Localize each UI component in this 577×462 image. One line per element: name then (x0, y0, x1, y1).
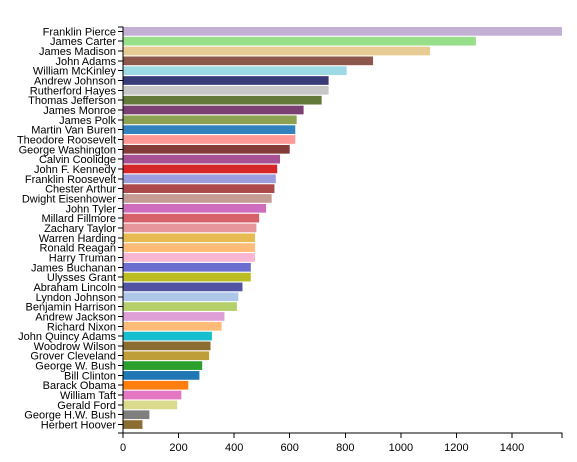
x-axis-line (122, 432, 563, 439)
category-label: James Madison (39, 46, 116, 58)
bar (123, 223, 257, 233)
x-axis: 0 200 400 600 800 1000 1200 1400 (120, 432, 563, 454)
bar (123, 390, 182, 400)
category-label: William Taft (60, 390, 116, 402)
bars-group (123, 27, 562, 429)
category-label: Grover Cleveland (30, 351, 116, 363)
x-tick-label: 1200 (444, 442, 468, 454)
bar (123, 144, 290, 154)
category-label: Franklin Pierce (43, 26, 116, 38)
category-label: Chester Arthur (45, 184, 116, 196)
bar (123, 164, 278, 174)
category-label: Lyndon Johnson (36, 292, 116, 304)
bar (123, 233, 255, 243)
category-label: Andrew Johnson (34, 76, 116, 88)
category-label: Barack Obama (43, 380, 117, 392)
category-label: John Quincy Adams (18, 331, 116, 343)
bar (123, 56, 374, 66)
x-tick-label: 600 (281, 442, 299, 454)
category-label: Bill Clinton (64, 370, 116, 382)
bar (123, 262, 251, 272)
bar (123, 95, 322, 105)
category-label: Abraham Lincoln (33, 282, 116, 294)
bar (123, 46, 431, 56)
bar (123, 351, 210, 361)
category-label: Richard Nixon (47, 321, 116, 333)
bar (123, 203, 267, 213)
x-tick-label: 0 (120, 442, 126, 454)
bar (123, 400, 178, 410)
bar (123, 213, 260, 223)
category-label: George Washington (19, 144, 116, 156)
category-label: John F. Kennedy (34, 164, 116, 176)
category-label: John Tyler (65, 203, 116, 215)
bar (123, 331, 212, 341)
category-label: Benjamin Harrison (26, 302, 116, 314)
category-label: Calvin Coolidge (39, 154, 116, 166)
category-label: Woodrow Wilson (34, 341, 116, 353)
category-label: James Polk (59, 115, 116, 127)
category-label: Andrew Jackson (35, 311, 116, 323)
category-label: James Buchanan (31, 262, 116, 274)
bar (123, 154, 280, 164)
x-tick-label: 200 (169, 442, 187, 454)
category-label: Franklin Roosevelt (25, 174, 116, 186)
category-label: Warren Harding (39, 233, 116, 245)
category-label: Dwight Eisenhower (22, 193, 116, 205)
category-label: Millard Fillmore (41, 213, 116, 225)
category-label: George W. Bush (35, 361, 116, 373)
bar (123, 321, 222, 331)
category-label: James Monroe (43, 105, 116, 117)
category-label: Martin Van Buren (31, 125, 116, 137)
bar (123, 371, 200, 380)
bar (123, 420, 143, 429)
bar (123, 282, 243, 292)
bar (123, 253, 255, 262)
bar (123, 135, 296, 144)
y-axis-line (118, 26, 124, 434)
bar (123, 105, 304, 115)
bar (123, 184, 275, 193)
bar (123, 194, 272, 203)
bar (123, 292, 239, 302)
bar (123, 272, 251, 282)
category-label: Harry Truman (49, 252, 116, 264)
category-label: George H.W. Bush (24, 410, 116, 422)
bar (123, 341, 211, 351)
category-label: Rutherford Hayes (30, 85, 117, 97)
bar (123, 361, 203, 370)
x-tick-label: 1400 (500, 442, 524, 454)
bar (123, 115, 297, 125)
bar (123, 174, 276, 184)
bar (123, 27, 562, 36)
bar (123, 85, 329, 95)
category-label: Ronald Reagan (40, 243, 116, 255)
bar (123, 312, 225, 321)
bar (123, 410, 150, 420)
category-label: William McKinley (33, 66, 117, 78)
x-tick-label: 400 (225, 442, 243, 454)
category-label: Zachary Taylor (44, 223, 116, 235)
x-tick-label: 1000 (389, 442, 413, 454)
bar (123, 380, 189, 390)
category-label: Theodore Roosevelt (17, 134, 116, 146)
category-label: James Carter (50, 36, 116, 48)
bar (123, 66, 347, 76)
category-label: Thomas Jefferson (28, 95, 116, 107)
bar (123, 76, 329, 85)
bar (123, 125, 296, 134)
bar (123, 243, 255, 252)
category-label: Ulysses Grant (47, 272, 116, 284)
category-label: Gerald Ford (57, 400, 116, 412)
category-label: John Adams (55, 56, 116, 68)
bar (123, 302, 237, 311)
category-label: Herbert Hoover (41, 420, 117, 432)
x-tick-label: 800 (336, 442, 354, 454)
bar (123, 36, 476, 46)
